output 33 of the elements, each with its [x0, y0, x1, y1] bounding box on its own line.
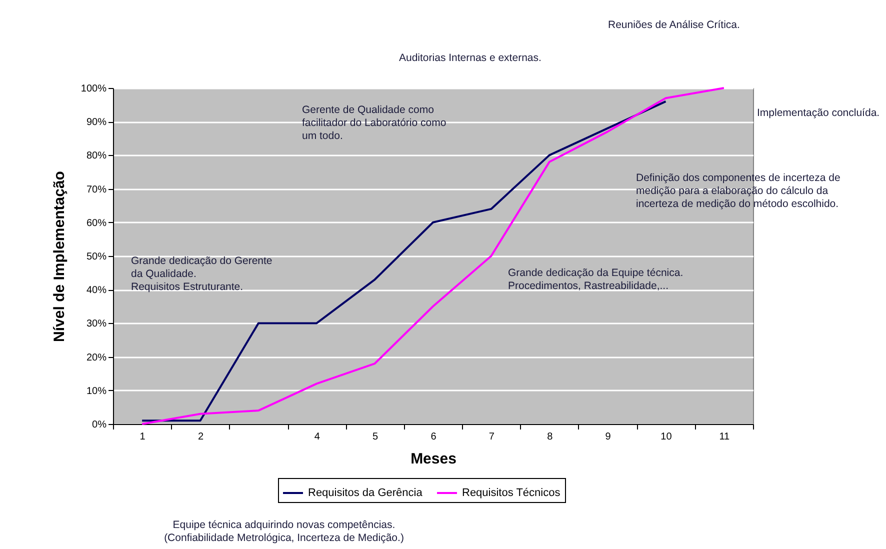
x-tick-label: 6 — [430, 432, 437, 442]
text: Equipe técnica adquirindo novas competências. (Confiabilidade Metrológica, Incerteza de Medição.) — [164, 519, 404, 544]
y-axis-title: Nível de Implementação — [50, 171, 68, 342]
x-tick-label: 2 — [198, 432, 204, 442]
text: Implementação concluída. — [757, 107, 880, 119]
legend-label: Requisitos da Gerência — [308, 487, 424, 499]
y-tick-label: 10% — [86, 386, 107, 397]
x-tick-label: 4 — [314, 432, 320, 442]
annotation: Gerente de Qualidade como facilitador do Laboratório como um todo. — [302, 104, 446, 142]
text: Reuniões de Análise Crítica. — [608, 19, 740, 31]
y-tick-label: 100% — [80, 84, 107, 94]
y-tick-label: 0% — [92, 420, 107, 430]
annotation: Grande dedicação da Equipe técnica. Procedimentos, Rastreabilidade,... — [508, 267, 684, 292]
y-tick-label: 60% — [86, 218, 107, 229]
legend-label: Requisitos Técnicos — [462, 487, 561, 499]
x-tick-label: 5 — [372, 432, 379, 442]
x-tick-label: 11 — [719, 432, 730, 442]
x-axis-title: Meses — [410, 450, 456, 468]
y-tick-label: 30% — [86, 318, 107, 330]
x-tick-label: 7 — [488, 432, 495, 442]
annotation: Definição dos componentes de incerteza de medição para a elaboração do cálculo da incerteza de medição do método escolhido. — [636, 172, 840, 210]
y-tick-label: 80% — [86, 150, 107, 162]
y-tick-label: 40% — [86, 285, 107, 296]
text: Auditorias Internas e externas. — [399, 52, 542, 64]
x-tick-label: 10 — [660, 432, 672, 442]
x-tick-label: 9 — [605, 432, 612, 442]
x-tick-label: 1 — [140, 432, 146, 442]
y-tick-label: 20% — [86, 352, 107, 364]
y-tick-label: 90% — [86, 117, 107, 128]
annotation: Grande dedicação do Gerente da Qualidade. Requisitos Estruturante. — [131, 255, 272, 293]
y-tick-label: 70% — [86, 184, 107, 196]
y-tick-label: 50% — [86, 252, 107, 262]
x-tick-label: 8 — [547, 432, 554, 442]
